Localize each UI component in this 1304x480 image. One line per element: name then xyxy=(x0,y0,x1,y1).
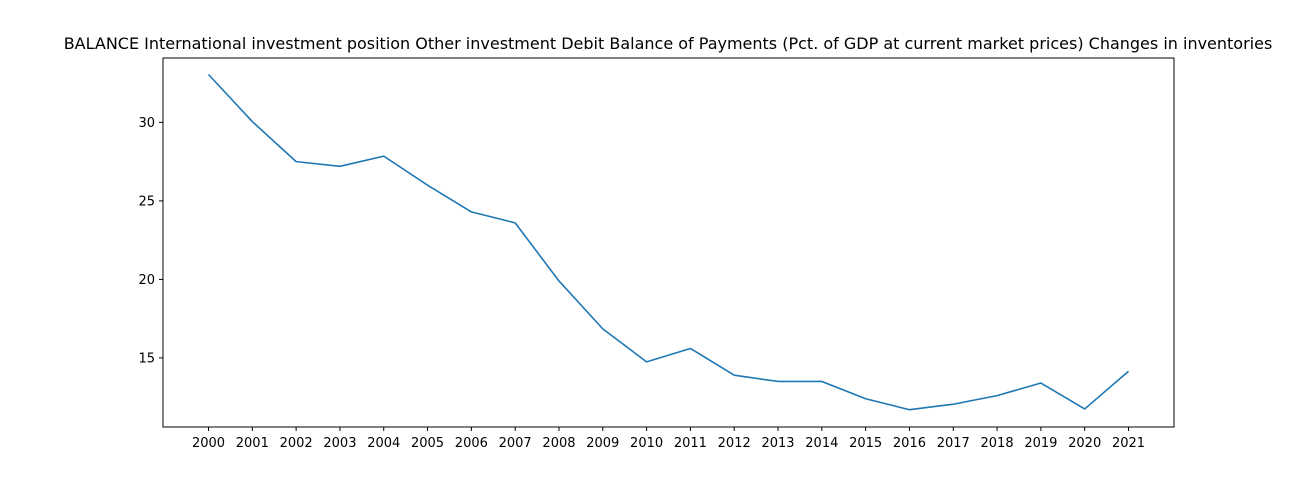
x-tick-label: 2004 xyxy=(367,436,400,451)
x-tick-label: 2019 xyxy=(1024,436,1057,451)
x-axis-ticks: 2000 2001 2002 2003 2004 2005 2006 2007 2008 2009… xyxy=(192,427,1145,451)
series-layer xyxy=(207,73,1130,411)
y-axis-ticks: 15 20 25 30 xyxy=(138,116,163,366)
x-tick-label: 2008 xyxy=(542,436,575,451)
x-tick-label: 2017 xyxy=(937,436,970,451)
x-tick-label: 2003 xyxy=(323,436,356,451)
y-tick-label: 25 xyxy=(138,194,155,209)
y-tick-label: 30 xyxy=(138,116,155,131)
series-line xyxy=(207,73,1130,411)
x-tick-label: 2006 xyxy=(455,436,488,451)
y-tick-label: 15 xyxy=(138,351,155,366)
x-tick-label: 2013 xyxy=(761,436,794,451)
x-tick-label: 2000 xyxy=(192,436,225,451)
y-tick-label: 20 xyxy=(138,273,155,288)
x-tick-label: 2005 xyxy=(411,436,444,451)
x-tick-label: 2002 xyxy=(280,436,313,451)
chart-title: BALANCE International investment positio… xyxy=(64,34,1273,53)
x-tick-label: 2016 xyxy=(893,436,926,451)
x-tick-label: 2021 xyxy=(1112,436,1145,451)
x-tick-label: 2014 xyxy=(805,436,838,451)
x-tick-label: 2012 xyxy=(718,436,751,451)
x-tick-label: 2018 xyxy=(981,436,1014,451)
x-tick-label: 2020 xyxy=(1068,436,1101,451)
x-tick-label: 2010 xyxy=(630,436,663,451)
x-tick-label: 2015 xyxy=(849,436,882,451)
x-tick-label: 2001 xyxy=(236,436,269,451)
plot-area-frame xyxy=(162,57,1175,428)
x-tick-label: 2007 xyxy=(499,436,532,451)
x-tick-label: 2011 xyxy=(674,436,707,451)
x-tick-label: 2009 xyxy=(586,436,619,451)
